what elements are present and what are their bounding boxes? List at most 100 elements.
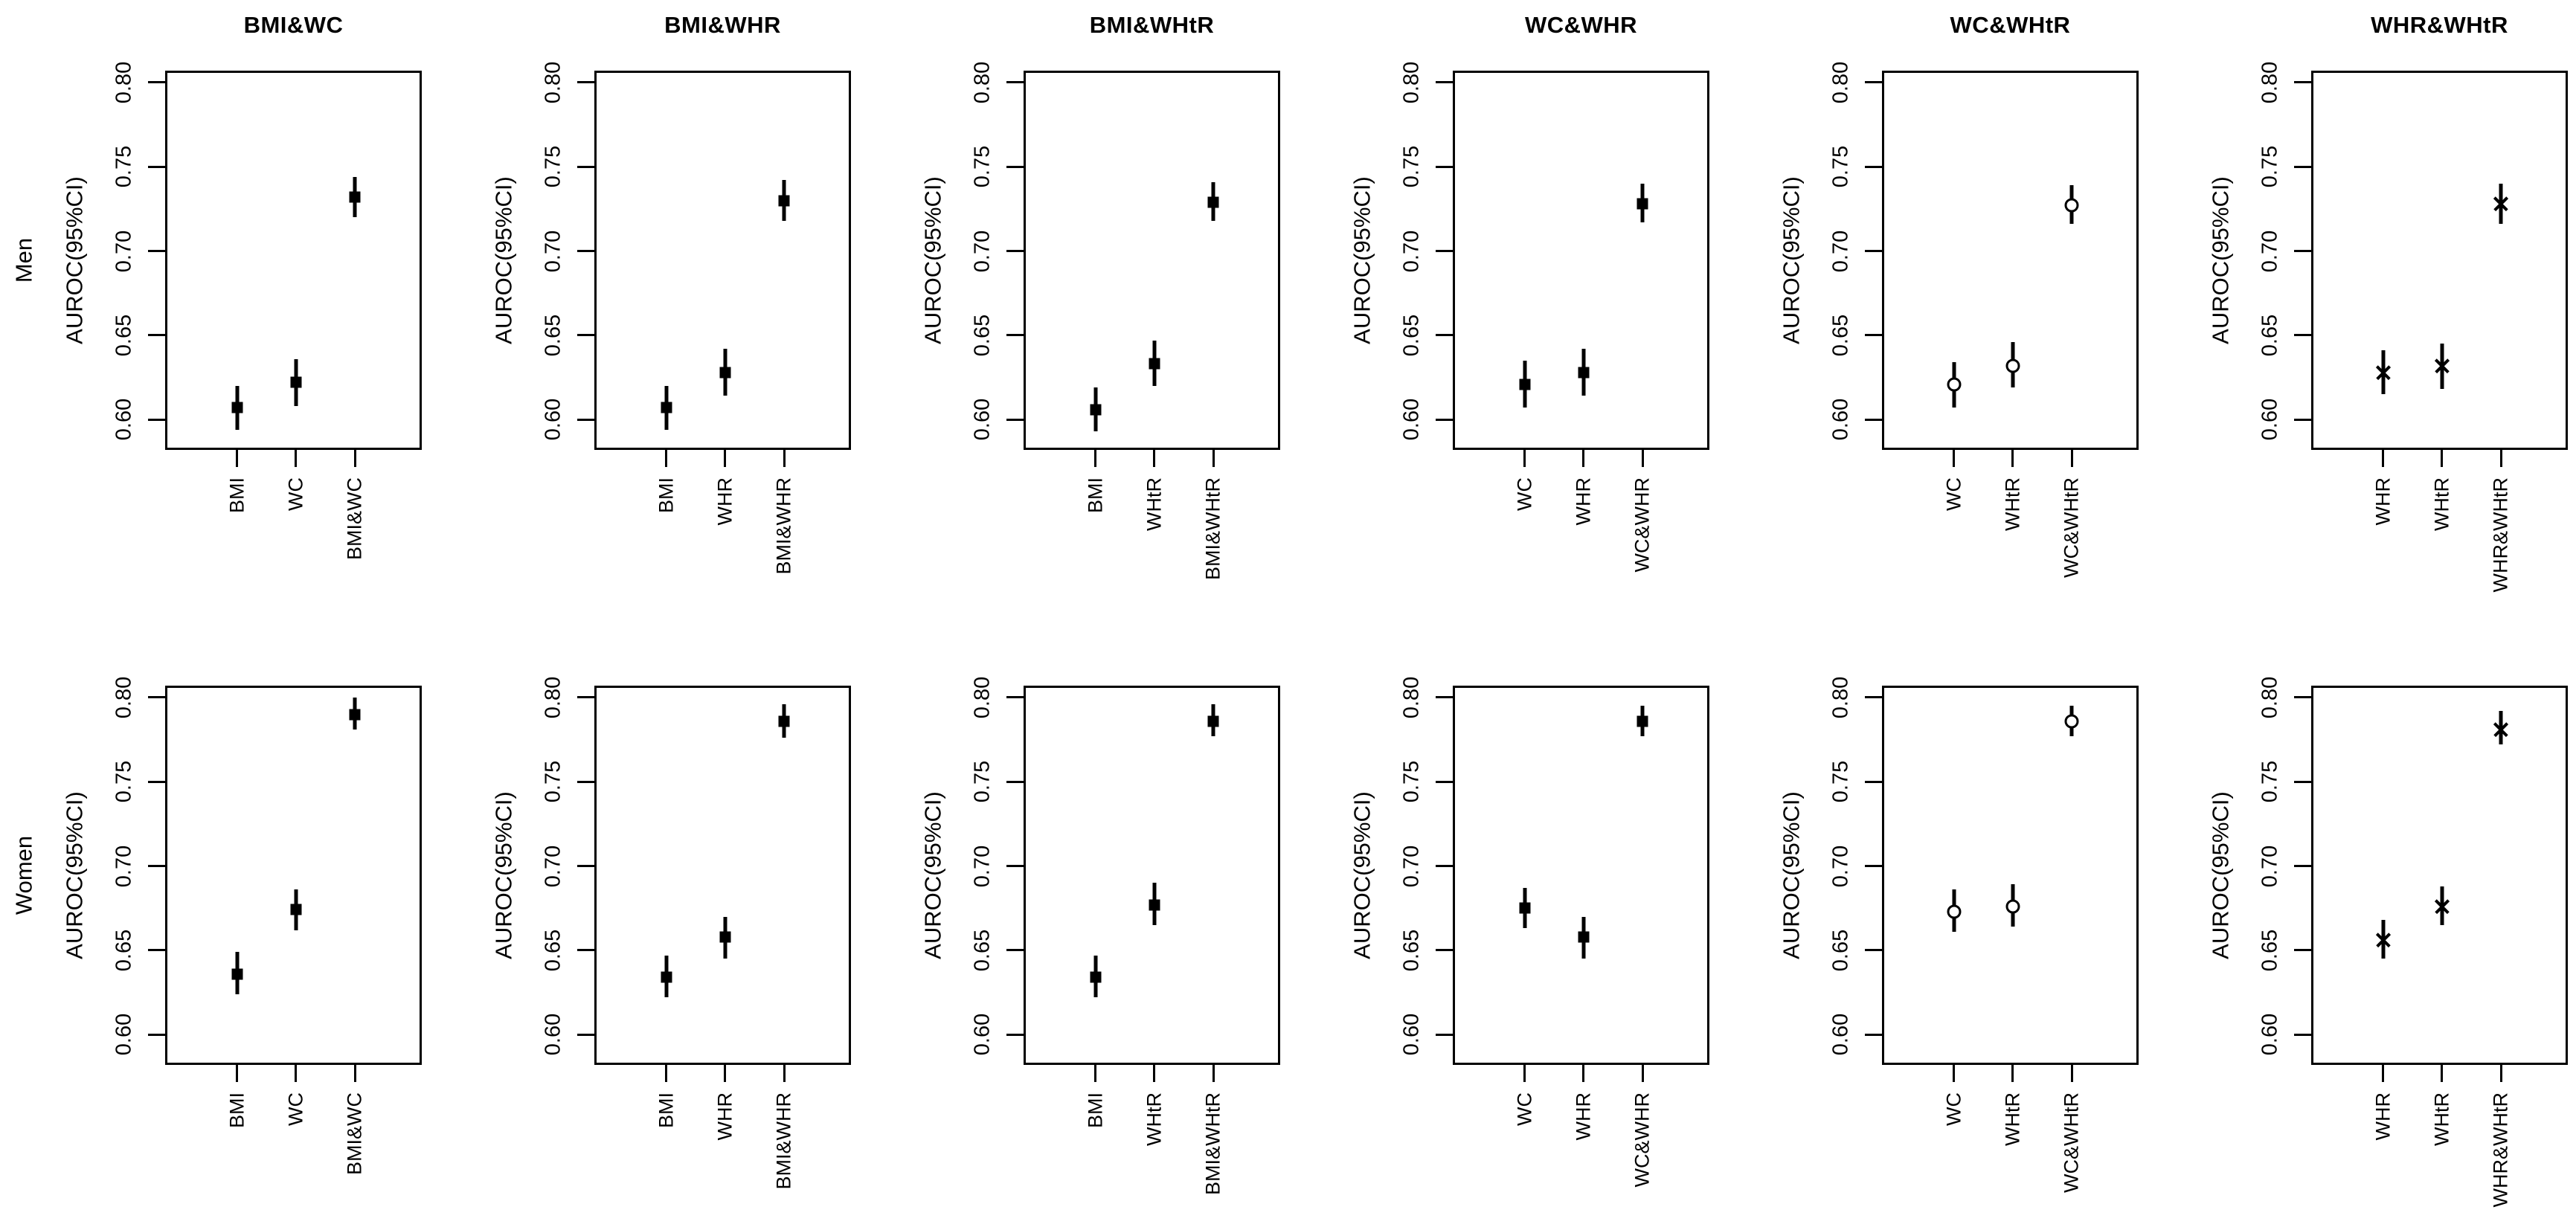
plot-box <box>1882 686 2139 1065</box>
x-axis-tick <box>724 1065 727 1082</box>
y-axis-label: AUROC(95%CI) <box>1349 791 1375 959</box>
y-axis-tick <box>1436 949 1453 952</box>
plot-box <box>594 71 851 450</box>
x-axis-tick <box>353 450 356 467</box>
x-tick-label: BMI&WHtR <box>1201 1092 1224 1195</box>
x-tick-label: BMI&WC <box>343 477 366 560</box>
y-axis-tick <box>148 165 165 168</box>
x-axis-tick <box>1094 1065 1097 1082</box>
x-axis-tick <box>1153 1065 1156 1082</box>
x-axis-tick <box>783 450 786 467</box>
y-tick-label: 0.75 <box>1828 760 1853 803</box>
y-tick-label: 0.65 <box>541 314 565 357</box>
x-axis-tick <box>353 1065 356 1082</box>
y-tick-label: 0.60 <box>1399 1013 1424 1056</box>
x-axis-tick <box>1641 450 1644 467</box>
y-tick-label: 0.70 <box>112 230 136 272</box>
y-axis-label: AUROC(95%CI) <box>1349 176 1375 344</box>
y-tick-label: 0.65 <box>970 314 995 357</box>
square-marker <box>1090 971 1102 983</box>
square-marker <box>1149 358 1160 370</box>
row-label: Men <box>10 237 37 283</box>
y-axis-tick <box>148 696 165 699</box>
x-tick-label: WC <box>1513 1092 1536 1126</box>
y-tick-label: 0.70 <box>2258 230 2282 272</box>
y-axis-tick <box>1865 334 1882 337</box>
y-tick-label: 0.75 <box>2258 760 2282 803</box>
square-marker <box>1637 198 1648 210</box>
y-axis-tick <box>1006 165 1024 168</box>
y-tick-label: 0.60 <box>1399 398 1424 441</box>
x-tick-label: BMI&WC <box>343 1092 366 1175</box>
y-axis-tick <box>148 949 165 952</box>
y-tick-label: 0.70 <box>541 230 565 272</box>
x-marker <box>2434 898 2450 915</box>
plot-box <box>2311 686 2568 1065</box>
y-axis-label: AUROC(95%CI) <box>61 791 88 959</box>
x-tick-label: WHR <box>2371 1092 2394 1141</box>
circle-marker <box>2005 358 2020 373</box>
plot-panel-men-bmi-and-whtr: BMI&WHtR AUROC(95%CI) 0.60 0.65 0.70 0.75 0.… <box>858 0 1288 615</box>
y-axis-tick <box>577 165 594 168</box>
x-tick-label: WC <box>284 1092 307 1126</box>
y-tick-label: 0.80 <box>541 676 565 719</box>
y-axis-tick <box>1006 780 1024 783</box>
x-axis-tick <box>2070 450 2073 467</box>
x-tick-label: WC&WHtR <box>2060 477 2083 578</box>
plot-box <box>1024 686 1280 1065</box>
y-tick-label: 0.70 <box>2258 845 2282 887</box>
x-axis-tick <box>1523 1065 1526 1082</box>
y-tick-label: 0.60 <box>2258 1013 2282 1056</box>
x-marker <box>2493 721 2509 738</box>
plot-panel-women-whr-and-whtr: AUROC(95%CI) 0.60 0.65 0.70 0.75 0.80 WHR WHtR… <box>2146 615 2575 1230</box>
x-axis-tick <box>2382 1065 2385 1082</box>
y-axis-tick <box>2294 334 2311 337</box>
x-tick-label: WC <box>1942 1092 1965 1126</box>
square-marker <box>661 971 672 983</box>
panel-title: WHR&WHtR <box>2371 12 2508 38</box>
x-marker <box>2375 932 2392 948</box>
x-axis-tick <box>2070 1065 2073 1082</box>
x-axis-tick <box>724 450 727 467</box>
y-axis-label: AUROC(95%CI) <box>61 176 88 344</box>
y-axis-tick <box>1006 418 1024 421</box>
y-tick-label: 0.60 <box>1828 1013 1853 1056</box>
y-axis-tick <box>577 780 594 783</box>
y-tick-label: 0.80 <box>1399 676 1424 719</box>
y-axis-tick <box>1006 81 1024 84</box>
x-axis-tick <box>2499 450 2502 467</box>
square-marker <box>1149 899 1160 911</box>
y-tick-label: 0.70 <box>970 230 995 272</box>
y-axis-label: AUROC(95%CI) <box>1778 791 1805 959</box>
y-axis-tick <box>2294 81 2311 84</box>
plot-box <box>1882 71 2139 450</box>
y-tick-label: 0.60 <box>541 398 565 441</box>
y-axis-label: AUROC(95%CI) <box>490 791 517 959</box>
y-tick-label: 0.75 <box>112 145 136 188</box>
square-marker <box>1519 379 1531 390</box>
circle-marker <box>1947 904 1962 919</box>
panel-title: BMI&WHR <box>664 12 781 38</box>
row-label: Women <box>10 835 37 915</box>
y-axis-tick <box>148 1033 165 1036</box>
x-tick-label: WHtR <box>2430 477 2453 531</box>
x-axis-tick <box>1953 1065 1956 1082</box>
x-axis-tick <box>1582 450 1585 467</box>
y-tick-label: 0.65 <box>541 929 565 972</box>
y-tick-label: 0.65 <box>970 929 995 972</box>
y-tick-label: 0.75 <box>112 760 136 803</box>
plot-panel-women-bmi-and-wc: Women AUROC(95%CI) 0.60 0.65 0.70 0.75 0.80 B… <box>0 615 429 1230</box>
x-tick-label: BMI <box>655 1092 678 1129</box>
plot-box <box>165 686 422 1065</box>
y-tick-label: 0.65 <box>1399 929 1424 972</box>
plot-panel-men-wc-and-whr: WC&WHR AUROC(95%CI) 0.60 0.65 0.70 0.75 0.80… <box>1288 0 1717 615</box>
y-axis-tick <box>2294 165 2311 168</box>
plot-box <box>2311 71 2568 450</box>
y-axis-tick <box>148 780 165 783</box>
plot-panel-women-bmi-and-whtr: AUROC(95%CI) 0.60 0.65 0.70 0.75 0.80 BMI WHtR… <box>858 615 1288 1230</box>
square-marker <box>231 968 243 980</box>
y-tick-label: 0.60 <box>112 1013 136 1056</box>
y-tick-label: 0.75 <box>1399 760 1424 803</box>
y-tick-label: 0.80 <box>970 61 995 104</box>
